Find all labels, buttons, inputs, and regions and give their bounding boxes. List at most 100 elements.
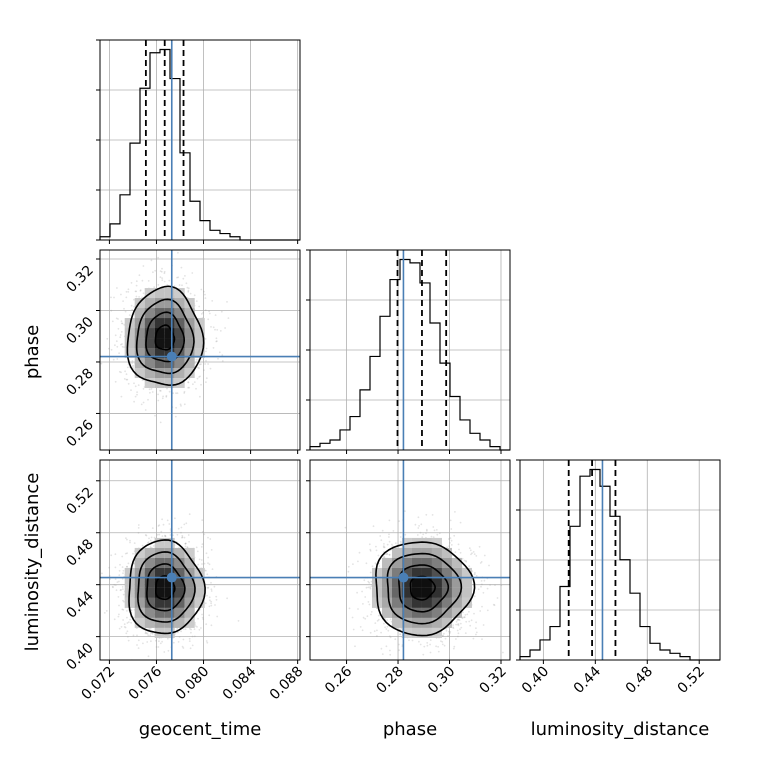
sample-point	[181, 534, 184, 537]
sample-point	[126, 622, 129, 624]
density-cell	[144, 577, 155, 588]
sample-point	[150, 632, 152, 634]
sample-point	[387, 629, 390, 632]
sample-point	[149, 391, 151, 394]
sample-point	[116, 581, 119, 583]
sample-point	[465, 620, 468, 623]
density-cell	[184, 358, 195, 369]
sample-point	[133, 562, 136, 565]
sample-point	[176, 628, 179, 631]
sample-point	[435, 645, 437, 648]
sample-point	[158, 524, 161, 526]
sample-point	[186, 286, 189, 289]
sample-point	[448, 545, 450, 547]
sample-point	[118, 569, 121, 572]
sample-point	[127, 621, 130, 623]
sample-point	[101, 572, 103, 575]
sample-point	[214, 328, 216, 331]
sample-point	[117, 318, 119, 320]
sample-point	[432, 526, 435, 528]
truth-marker	[166, 572, 177, 583]
sample-point	[159, 270, 162, 272]
sample-point	[135, 280, 138, 283]
density-cell	[144, 378, 155, 389]
sample-point	[207, 562, 209, 564]
sample-point	[185, 282, 188, 285]
sample-point	[204, 569, 207, 572]
sample-point	[195, 387, 197, 390]
sample-point	[126, 630, 129, 633]
sample-point	[195, 358, 198, 361]
sample-point	[182, 647, 185, 649]
sample-point	[391, 543, 393, 546]
x-tick-label: 0.48	[623, 664, 656, 697]
sample-point	[121, 322, 124, 325]
sample-point	[462, 611, 464, 614]
sample-point	[172, 392, 175, 395]
sample-point	[183, 523, 186, 526]
sample-point	[208, 596, 211, 599]
sample-point	[389, 618, 392, 621]
sample-point	[477, 588, 480, 591]
contour-line	[135, 298, 195, 375]
sample-point	[134, 290, 137, 293]
sample-point	[82, 360, 84, 362]
sample-point	[168, 523, 171, 525]
sample-point	[456, 629, 459, 632]
sample-point	[205, 640, 208, 642]
sample-point	[110, 554, 113, 557]
sample-point	[161, 277, 164, 279]
sample-point	[201, 563, 203, 565]
sample-point	[475, 555, 478, 557]
sample-point	[463, 616, 466, 619]
sample-point	[149, 539, 152, 542]
density-cell	[154, 358, 165, 369]
sample-point	[463, 616, 466, 619]
density-cell	[154, 577, 165, 588]
sample-point	[379, 535, 382, 537]
sample-point	[131, 362, 134, 364]
density-cell	[184, 328, 195, 339]
sample-point	[117, 615, 120, 618]
sample-point	[86, 409, 88, 411]
density-cell	[134, 597, 145, 608]
sample-point	[394, 638, 397, 641]
density-cell	[144, 308, 155, 319]
density-cell	[194, 318, 205, 329]
sample-point	[416, 534, 419, 536]
sample-point	[190, 628, 193, 631]
sample-point	[211, 300, 214, 302]
sample-point	[133, 305, 136, 308]
sample-point	[197, 366, 199, 369]
sample-point	[165, 395, 168, 398]
sample-point	[184, 275, 186, 277]
density-cell	[154, 328, 165, 339]
density-cell	[164, 577, 175, 588]
sample-point	[388, 635, 391, 638]
sample-point	[185, 522, 188, 525]
sample-point	[182, 638, 185, 641]
density-cell	[144, 587, 155, 598]
sample-point	[177, 276, 180, 279]
sample-point	[205, 359, 207, 362]
sample-point	[182, 277, 185, 280]
sample-point	[456, 619, 459, 621]
density-cell	[144, 358, 155, 369]
sample-point	[125, 290, 128, 293]
sample-point	[163, 651, 166, 653]
sample-point	[138, 296, 141, 298]
sample-point	[194, 625, 197, 627]
sample-point	[207, 556, 210, 559]
sample-point	[188, 378, 191, 380]
sample-point	[115, 340, 118, 343]
sample-point	[176, 276, 178, 279]
sample-point	[224, 327, 227, 329]
sample-point	[207, 318, 210, 321]
density-cell	[144, 557, 155, 568]
sample-point	[204, 602, 207, 605]
density-cell	[134, 348, 145, 359]
sample-point	[237, 620, 240, 622]
density-cell	[184, 617, 195, 628]
sample-point	[470, 553, 472, 556]
sample-point	[161, 279, 164, 282]
